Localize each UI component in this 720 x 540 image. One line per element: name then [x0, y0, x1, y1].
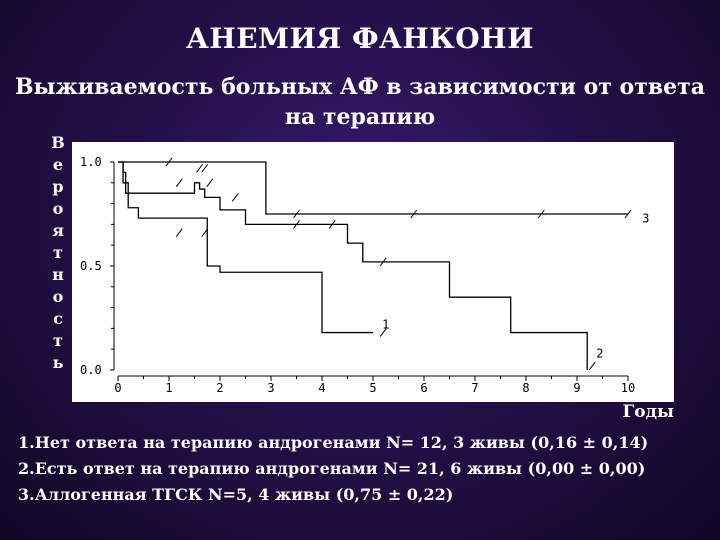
x-tick-label: 0 — [114, 381, 121, 395]
y-label-letter: т — [53, 243, 63, 262]
series-1-label: 1 — [382, 317, 389, 331]
legend-item-1: 1.Нет ответа на терапию андрогенами N= 1… — [18, 433, 649, 452]
survival-chart: 0 1 2 3 4 5 6 7 8 9 10 0.0 0.5 1.0 1 2 3 — [72, 142, 674, 402]
chart-svg: 0 1 2 3 4 5 6 7 8 9 10 0.0 0.5 1.0 1 2 3 — [80, 155, 649, 395]
x-tick-label: 5 — [369, 381, 376, 395]
series-2-censor-mark — [328, 220, 336, 229]
y-label-letter: о — [52, 287, 64, 306]
x-tick-label: 6 — [420, 381, 427, 395]
subtitle-line-1: Выживаемость больных АФ в зависимости от… — [14, 74, 706, 100]
series-3-line — [118, 161, 628, 215]
x-axis-label: Годы — [622, 402, 674, 422]
series-2-label: 2 — [596, 347, 603, 361]
subtitle-line-2: на терапию — [284, 104, 436, 130]
series-2-line — [118, 161, 588, 370]
x-tick-label: 1 — [165, 381, 172, 395]
series-1-censor-mark — [201, 228, 209, 238]
x-tick-label: 8 — [522, 381, 529, 395]
y-tick-label: 0.5 — [80, 259, 102, 273]
y-label-letter: е — [52, 155, 64, 174]
series-2-censor-mark — [206, 178, 214, 188]
x-tick-label: 4 — [318, 381, 325, 395]
y-label-letter: с — [53, 309, 63, 328]
series-3-label: 3 — [642, 211, 649, 225]
y-label-letter: ь — [52, 353, 64, 372]
series-3-censor-mark — [410, 209, 418, 219]
legend: 1.Нет ответа на терапию андрогенами N= 1… — [18, 430, 648, 508]
y-axis-label: В е р о я т н о с т ь — [48, 132, 68, 374]
legend-item-3: 3.Аллогенная ТГСК N=5, 4 живы (0,75 ± 0,… — [18, 485, 454, 504]
y-label-letter: я — [52, 221, 64, 240]
series-3-censor-mark — [201, 163, 209, 173]
series-1-censor-mark — [379, 328, 387, 337]
y-label-letter: н — [52, 265, 64, 284]
series-2-censor-mark — [231, 193, 239, 202]
y-tick-label: 0.0 — [80, 363, 102, 377]
legend-item-2: 2.Есть ответ на терапию андрогенами N= 2… — [18, 459, 646, 478]
slide-title: АНЕМИЯ ФАНКОНИ — [185, 22, 535, 55]
series-2-censor-mark — [588, 361, 596, 371]
y-label-letter: р — [52, 177, 64, 196]
series-3-censor-mark — [293, 209, 300, 219]
x-tick-label: 9 — [573, 381, 580, 395]
x-tick-label: 7 — [471, 381, 478, 395]
series-1-line — [118, 161, 373, 334]
series-3-censor-mark — [537, 209, 545, 219]
y-label-letter: т — [53, 331, 63, 350]
series-2-censor-mark — [175, 178, 183, 188]
series-2-censor-mark — [293, 220, 300, 229]
x-tick-label: 3 — [267, 381, 274, 395]
series-1-censor-mark — [175, 228, 183, 238]
series-3-censor-mark — [624, 209, 632, 219]
x-tick-label: 10 — [621, 381, 635, 395]
slide-subtitle: Выживаемость больных АФ в зависимости от… — [0, 72, 720, 132]
y-tick-label: 1.0 — [80, 155, 102, 169]
series-3-censor-mark — [196, 163, 204, 173]
series-2-censor-mark — [379, 257, 387, 267]
y-label-letter: о — [52, 199, 64, 218]
y-label-letter: В — [51, 133, 65, 152]
x-tick-label: 2 — [216, 381, 223, 395]
